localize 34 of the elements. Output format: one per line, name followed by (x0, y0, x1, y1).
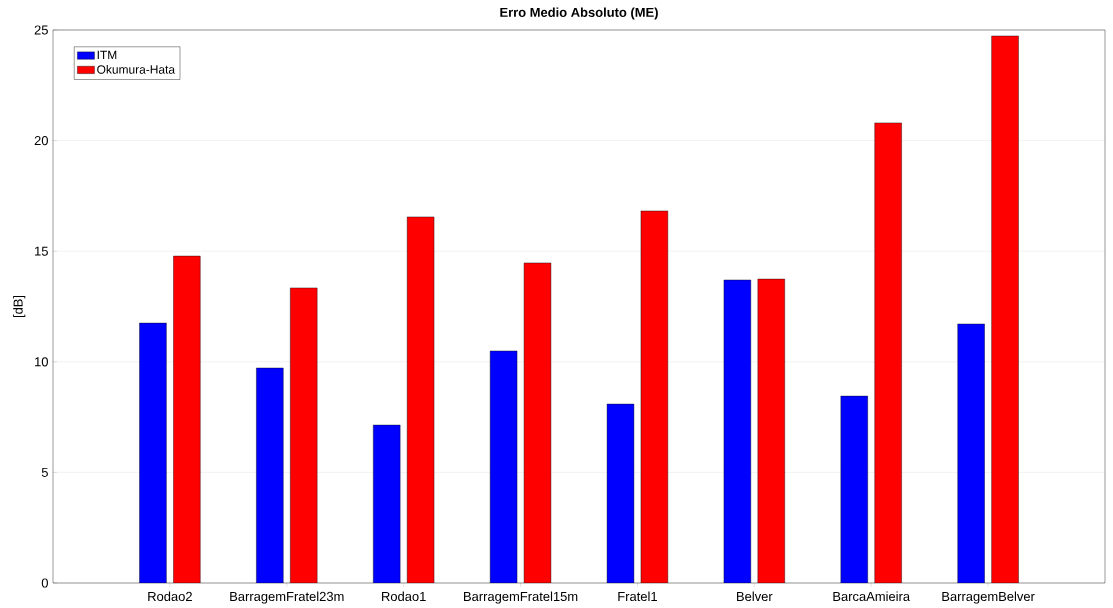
bar (606, 403, 635, 583)
x-tick-label: BarragemBelver (942, 591, 1035, 604)
x-tick-label: BarragemFratel15m (464, 591, 578, 604)
x-tick-label: Rodao1 (382, 591, 426, 602)
bar (840, 395, 868, 583)
bar (173, 255, 201, 583)
bar (523, 262, 552, 583)
x-tick-label: BarragemFratel23m (230, 591, 344, 604)
x-tick-label: Fratel1 (618, 591, 657, 602)
bar (489, 350, 518, 583)
x-tick-label: Belver (737, 591, 773, 602)
bar (957, 323, 985, 583)
y-tick-label: 15 (35, 246, 48, 256)
bar (874, 122, 902, 583)
y-tick-label: 0 (41, 578, 48, 588)
bar (256, 367, 284, 583)
bar (406, 216, 435, 583)
bar (139, 322, 167, 583)
y-axis-title: [dB] (13, 295, 26, 318)
bar (290, 287, 318, 583)
y-tick-label: 20 (34, 136, 48, 146)
legend-label: Okumura-Hata (97, 64, 176, 74)
bar (640, 210, 669, 583)
x-tick-label: Rodao2 (148, 591, 192, 602)
y-tick-label: 25 (34, 25, 48, 35)
bar (757, 278, 785, 583)
y-tick-label: 10 (35, 357, 48, 367)
y-tick-label: 5 (41, 467, 48, 477)
bar (723, 279, 752, 583)
legend-label: ITM (97, 50, 117, 59)
bar (991, 35, 1019, 583)
bar (373, 424, 401, 583)
x-tick-label: BarcaAmieira (833, 591, 911, 602)
chart-title: Erro Medio Absoluto (ME) (500, 7, 658, 20)
